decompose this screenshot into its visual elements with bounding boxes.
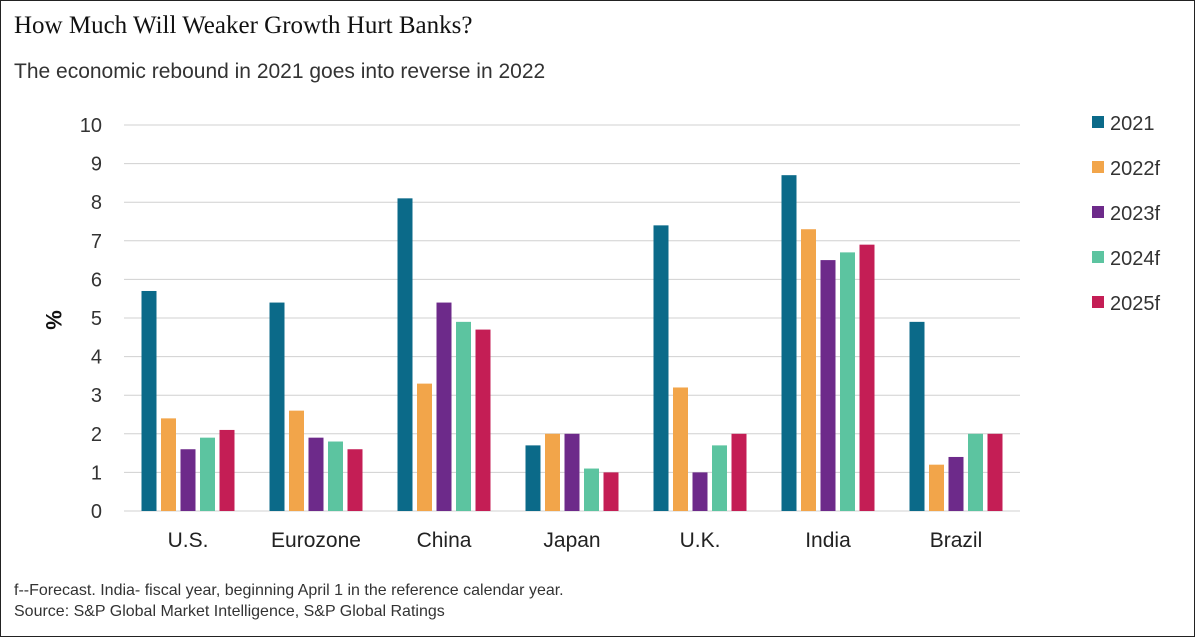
y-tick-label: 0 [91, 501, 102, 523]
x-category-label: Eurozone [271, 529, 361, 552]
bar [456, 321, 471, 511]
bar [929, 464, 944, 511]
bar [269, 302, 285, 511]
bar [475, 329, 491, 511]
bar [712, 445, 727, 511]
legend-swatch [1092, 161, 1104, 173]
bar [584, 468, 599, 511]
bar [417, 383, 432, 511]
x-category-label: U.K. [680, 529, 721, 552]
legend-label: 2024f [1110, 248, 1160, 270]
chart-subtitle: The economic rebound in 2021 goes into r… [14, 60, 546, 83]
legend-label: 2023f [1110, 203, 1160, 225]
legend-swatch [1092, 251, 1104, 263]
bar [141, 290, 157, 511]
legend-label: 2025f [1110, 293, 1160, 315]
legend-swatch [1092, 116, 1104, 128]
bar [909, 321, 925, 511]
bar [308, 437, 324, 511]
bar [545, 433, 560, 511]
footnote: f--Forecast. India- fiscal year, beginni… [14, 582, 564, 599]
y-tick-label: 1 [91, 462, 102, 484]
bar [692, 472, 708, 511]
y-axis-label: % [41, 310, 66, 330]
bar [328, 441, 343, 511]
bar [948, 456, 964, 511]
bar [859, 244, 875, 511]
bar [525, 445, 541, 511]
chart-title: How Much Will Weaker Growth Hurt Banks? [14, 12, 473, 39]
y-tick-label: 5 [91, 308, 102, 330]
bar [397, 198, 413, 511]
bar [987, 433, 1003, 511]
y-tick-label: 9 [91, 154, 102, 176]
x-category-label: India [805, 529, 851, 552]
bar [801, 229, 816, 511]
legend-label: 2022f [1110, 158, 1160, 180]
bar [820, 260, 836, 511]
y-tick-label: 7 [91, 231, 102, 253]
bar [200, 437, 215, 511]
bar [347, 449, 363, 511]
source-note: Source: S&P Global Market Intelligence, … [14, 603, 445, 620]
bar [219, 429, 235, 511]
y-tick-label: 3 [91, 385, 102, 407]
y-tick-label: 10 [80, 115, 102, 137]
bar [603, 472, 619, 511]
x-category-label: Japan [543, 529, 600, 552]
legend-swatch [1092, 206, 1104, 218]
bar [840, 252, 855, 511]
bar [781, 175, 797, 511]
bar [564, 433, 580, 511]
x-category-label: China [417, 529, 472, 552]
y-tick-label: 6 [91, 269, 102, 291]
legend-swatch [1092, 296, 1104, 308]
bar [653, 225, 669, 512]
x-category-label: Brazil [930, 529, 983, 552]
bar [968, 433, 983, 511]
y-tick-label: 8 [91, 192, 102, 214]
bars [141, 175, 1003, 512]
bar [289, 410, 304, 511]
legend-label: 2021 [1110, 113, 1155, 135]
legend: 2021 2022f 2023f 2024f 2025f [1092, 113, 1160, 315]
bar [161, 418, 176, 511]
bar [436, 302, 452, 511]
bar [180, 449, 196, 511]
bar [673, 387, 688, 511]
y-tick-label: 4 [91, 347, 102, 369]
bar [731, 433, 747, 511]
x-axis-categories: U.S. Eurozone China Japan U.K. India Brazil [168, 529, 983, 552]
x-category-label: U.S. [168, 529, 209, 552]
y-tick-label: 2 [91, 424, 102, 446]
y-axis-ticks: 0 1 2 3 4 5 6 7 8 9 10 [80, 115, 102, 523]
